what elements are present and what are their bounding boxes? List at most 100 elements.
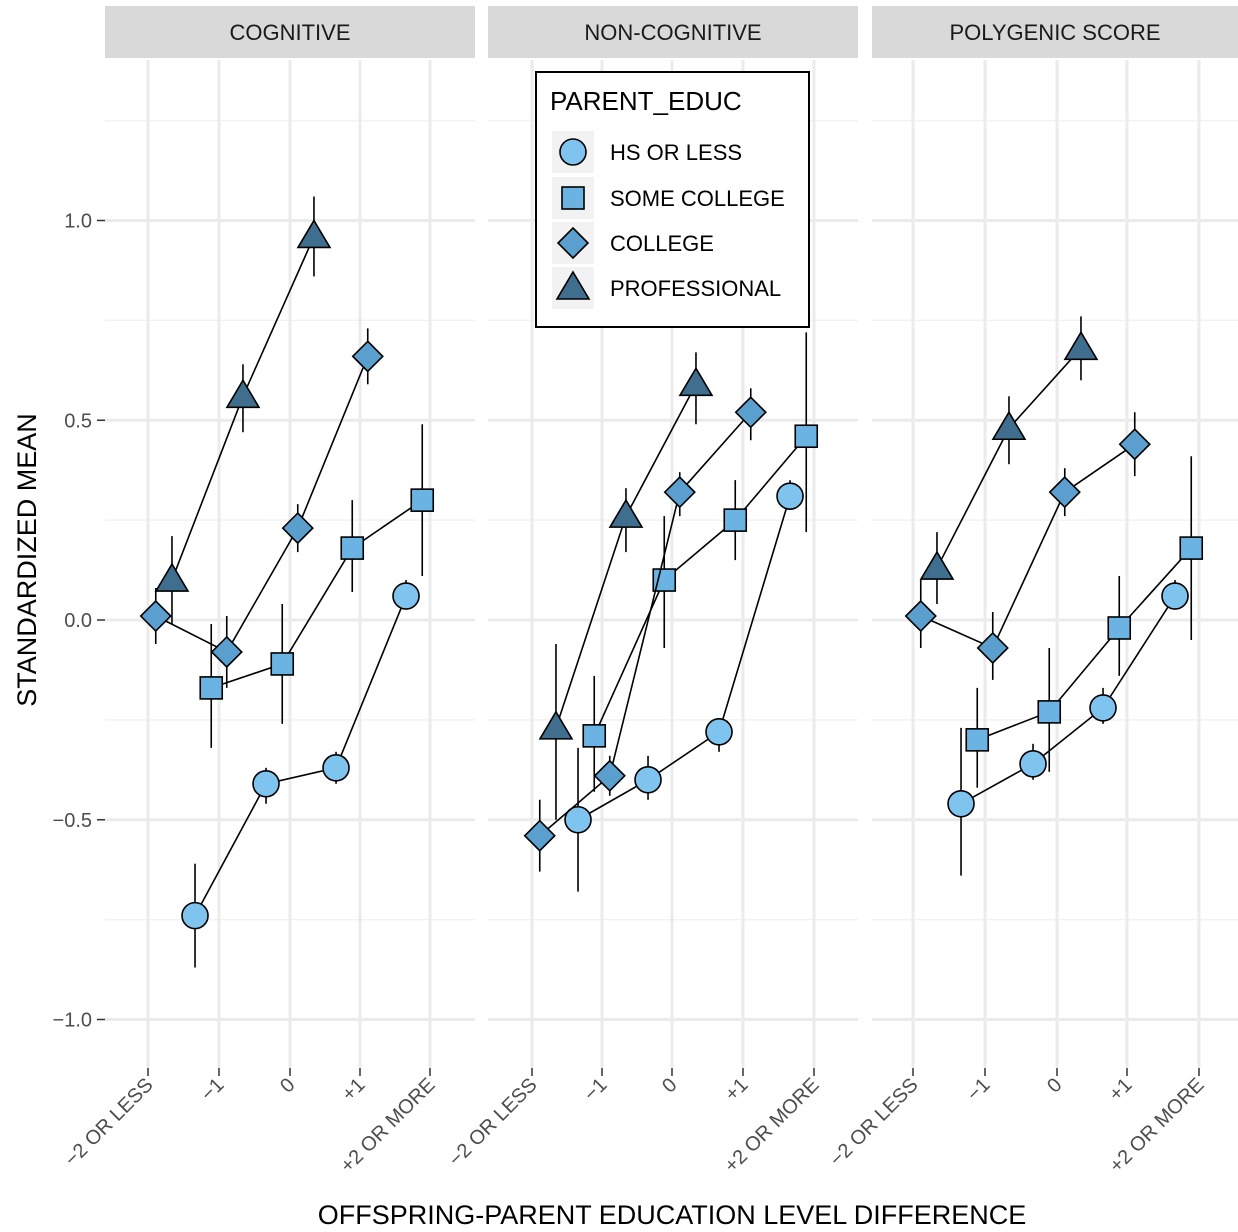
data-point — [678, 366, 714, 397]
data-point — [351, 340, 384, 373]
data-point — [991, 410, 1027, 441]
series-line — [976, 547, 1192, 741]
series-circle — [181, 480, 1189, 968]
x-tick-label: −1 — [963, 1074, 995, 1106]
x-tick-label: −1 — [197, 1074, 229, 1106]
data-point — [154, 562, 190, 592]
legend-key-square — [561, 186, 585, 210]
facet-label: POLYGENIC SCORE — [949, 20, 1160, 45]
series-line — [155, 356, 369, 654]
data-point — [139, 599, 172, 633]
data-point — [919, 550, 955, 580]
data-point — [734, 396, 767, 429]
data-point — [564, 805, 592, 834]
data-point — [663, 476, 696, 509]
legend-key-diamond — [556, 226, 590, 260]
data-point — [776, 482, 804, 510]
data-point — [1048, 476, 1081, 509]
series-line — [920, 443, 1136, 650]
data-point — [199, 676, 224, 700]
data-point — [523, 819, 556, 852]
legend-label: SOME COLLEGE — [610, 186, 785, 211]
facet-strips: COGNITIVE NON-COGNITIVE POLYGENIC SCORE — [105, 6, 1238, 58]
series-line — [555, 383, 697, 729]
legend-title: PARENT_EDUC — [550, 86, 742, 116]
y-axis-title: STANDARDIZED MEAN — [12, 413, 42, 707]
data-point — [1063, 330, 1099, 361]
data-point — [392, 582, 420, 610]
series-line — [194, 595, 407, 917]
data-point — [705, 718, 733, 746]
x-tick-label: −2 OR LESS — [826, 1074, 923, 1171]
x-tick-label: 0 — [658, 1074, 681, 1097]
data-point — [210, 635, 243, 669]
legend-key-triangle — [555, 270, 591, 300]
data-point — [582, 724, 607, 748]
data-point — [634, 765, 662, 794]
legend-label: PROFESSIONAL — [610, 276, 781, 301]
x-tick-label: −2 OR LESS — [445, 1074, 542, 1171]
data-point — [794, 424, 819, 449]
facet-strip — [872, 6, 1238, 58]
y-tick-label: −1.0 — [53, 1010, 92, 1032]
data-point — [1037, 700, 1062, 724]
legend-key-circle — [559, 138, 587, 166]
data-point — [322, 754, 350, 782]
x-tick-label: 0 — [1043, 1074, 1066, 1097]
data-point — [252, 769, 280, 798]
x-tick-label: +1 — [338, 1074, 370, 1106]
series-diamond — [139, 328, 1151, 872]
data-point — [281, 511, 314, 545]
data-point — [225, 378, 261, 409]
data-point — [538, 710, 574, 740]
data-point — [947, 789, 975, 818]
data-point — [296, 218, 332, 249]
series-line — [539, 411, 752, 837]
facet-strip — [105, 6, 475, 58]
x-tick-label: 0 — [276, 1074, 299, 1097]
facet-label: COGNITIVE — [229, 20, 350, 45]
data-point — [1161, 582, 1189, 610]
x-tick-label: +1 — [1105, 1074, 1137, 1106]
legend: PARENT_EDUC HS OR LESS SOME COLLEGE COLLEG… — [535, 71, 810, 328]
y-tick-label: −0.5 — [53, 810, 92, 832]
data-point — [340, 536, 365, 560]
facet-label: NON-COGNITIVE — [584, 20, 761, 45]
data-point — [1019, 750, 1047, 778]
data-point — [1118, 428, 1151, 461]
x-tick-label: −1 — [580, 1074, 612, 1106]
legend-label: COLLEGE — [610, 231, 714, 256]
data-point — [410, 488, 435, 512]
x-tick-label: −2 OR LESS — [61, 1074, 158, 1171]
x-axis-title: OFFSPRING-PARENT EDUCATION LEVEL DIFFERE… — [318, 1200, 1027, 1230]
data-point — [1089, 694, 1117, 722]
panel-grid — [872, 60, 1238, 1068]
x-axis: −2 OR LESS −1 0 +1+2 OR MORE −2 OR LESS −1 0 +1… — [61, 1068, 1209, 1177]
grid-layer — [105, 60, 1238, 1068]
series-square — [199, 332, 1204, 792]
data-point — [270, 652, 295, 676]
data-point — [1179, 536, 1204, 560]
y-tick-label: 1.0 — [64, 211, 92, 233]
panel-grid — [105, 60, 475, 1068]
series-line — [210, 499, 423, 689]
series-line — [577, 495, 791, 821]
x-tick-label: +1 — [721, 1074, 753, 1106]
legend-label: HS OR LESS — [610, 140, 742, 165]
facet-strip — [488, 6, 858, 58]
series-line — [593, 435, 807, 737]
data-point — [976, 631, 1009, 665]
y-axis: −1.0 −0.5 0.0 0.5 1.0 — [53, 211, 105, 1032]
data-point — [608, 498, 644, 528]
data-point — [965, 728, 990, 752]
series-triangle — [154, 196, 1099, 820]
legend-keys: HS OR LESS SOME COLLEGE COLLEGE PROFESSIONA… — [552, 131, 785, 309]
data-point — [723, 508, 748, 532]
data-point — [904, 599, 937, 633]
data-point — [181, 901, 209, 930]
y-tick-label: 0.0 — [64, 610, 92, 632]
plot-series — [139, 196, 1204, 968]
data-point — [1107, 616, 1132, 640]
y-tick-label: 0.5 — [64, 410, 92, 432]
